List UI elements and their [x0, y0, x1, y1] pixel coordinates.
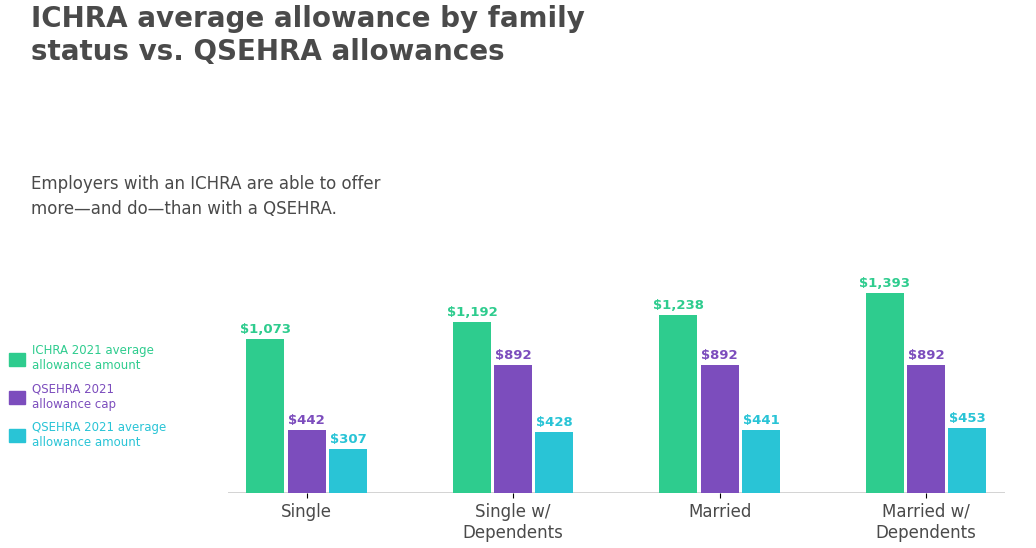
- Bar: [536, 432, 574, 493]
- Text: $1,192: $1,192: [447, 306, 497, 319]
- Bar: [700, 365, 739, 493]
- Text: $892: $892: [701, 349, 738, 362]
- Text: $892: $892: [495, 349, 531, 362]
- Bar: [866, 293, 903, 493]
- Bar: [453, 322, 491, 493]
- Bar: [948, 428, 986, 493]
- Text: $453: $453: [949, 412, 986, 425]
- Bar: [659, 315, 697, 493]
- Text: $442: $442: [288, 414, 325, 427]
- Text: $892: $892: [908, 349, 945, 362]
- Bar: [908, 365, 945, 493]
- Text: Employers with an ICHRA are able to offer
more—and do—than with a QSEHRA.: Employers with an ICHRA are able to offe…: [31, 175, 380, 218]
- Text: $1,073: $1,073: [240, 323, 291, 336]
- Text: $428: $428: [536, 416, 573, 429]
- Text: $1,238: $1,238: [653, 299, 703, 312]
- Bar: [247, 339, 285, 493]
- Text: $1,393: $1,393: [859, 277, 911, 290]
- Text: $307: $307: [329, 433, 367, 446]
- Bar: [494, 365, 533, 493]
- Bar: [329, 449, 367, 493]
- Bar: [288, 430, 325, 493]
- Legend: ICHRA 2021 average
allowance amount, QSEHRA 2021
allowance cap, QSEHRA 2021 aver: ICHRA 2021 average allowance amount, QSE…: [4, 340, 171, 453]
- Text: ICHRA average allowance by family
status vs. QSEHRA allowances: ICHRA average allowance by family status…: [31, 5, 585, 66]
- Text: $441: $441: [743, 414, 779, 427]
- Bar: [742, 430, 780, 493]
